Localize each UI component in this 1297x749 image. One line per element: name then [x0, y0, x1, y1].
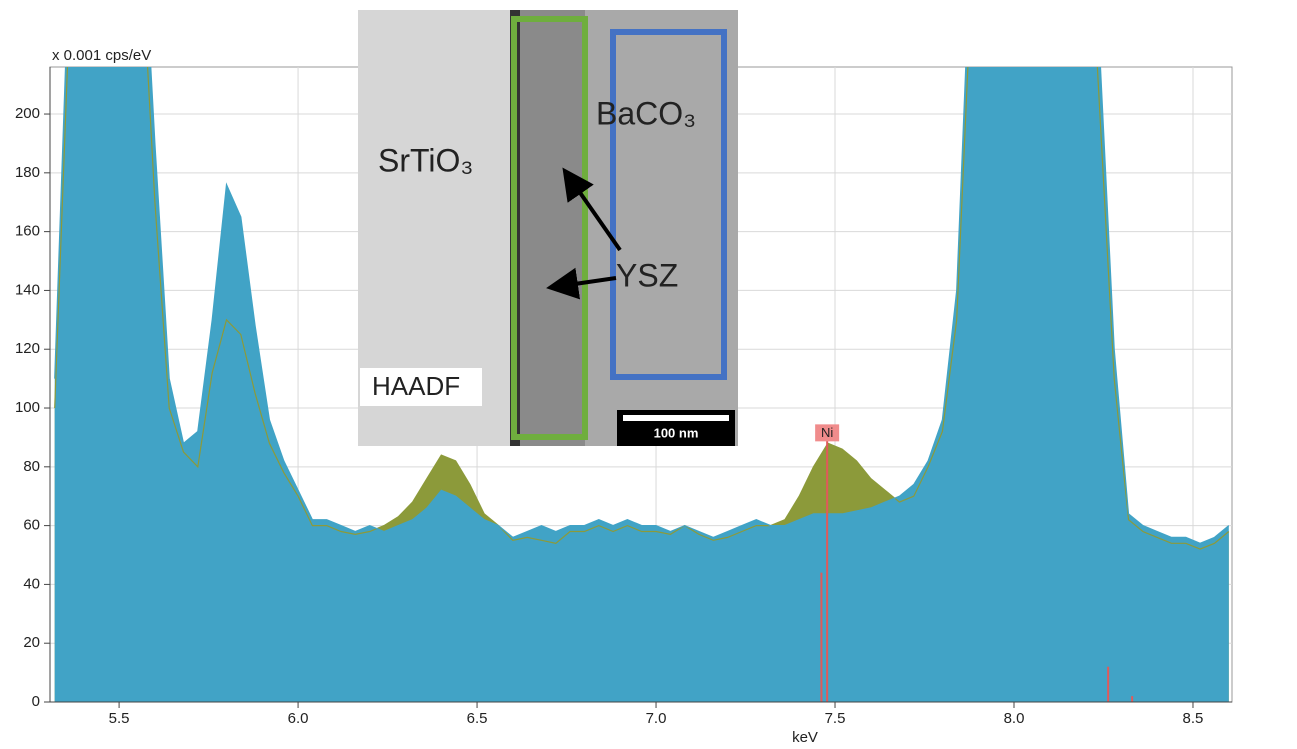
y-tick-label: 100: [15, 399, 40, 416]
inset-label: YSZ: [616, 257, 678, 293]
inset: SrTiO₃ BaCO₃ YSZ HAADF 100 nm: [358, 10, 738, 446]
x-tick-label: 6.0: [288, 710, 309, 727]
x-tick-label: 5.5: [109, 710, 130, 727]
inset-label: SrTiO₃: [378, 142, 473, 178]
marker-label-box: [815, 424, 840, 442]
y-tick-label: 0: [32, 693, 40, 710]
inset-label: HAADF: [372, 371, 460, 401]
y-tick-label: 120: [15, 340, 40, 357]
spectrum-line: [54, 67, 1230, 544]
y-tick-label: 40: [23, 575, 40, 592]
inset-region: [520, 10, 585, 446]
x-tick-label: 8.0: [1004, 710, 1025, 727]
scale-bar-label: 100 nm: [654, 425, 699, 440]
inset-box: [610, 29, 727, 380]
y-tick-label: 60: [23, 517, 40, 534]
arrow: [562, 167, 622, 252]
y-tick-label: 160: [15, 223, 40, 240]
inset-label-box: [360, 368, 482, 406]
x-axis-label: keV: [792, 729, 818, 746]
y-axis-label: x 0.001 cps/eV: [52, 47, 151, 64]
inset-box: [511, 16, 588, 440]
x-tick-label: 6.5: [467, 710, 488, 727]
arrow: [546, 267, 617, 300]
scale-bar: [623, 415, 729, 421]
x-tick-label: 7.0: [646, 710, 667, 727]
y-tick-label: 20: [23, 634, 40, 651]
y-tick-label: 180: [15, 164, 40, 181]
inset-label: BaCO₃: [596, 95, 696, 131]
y-tick-label: 140: [15, 281, 40, 298]
y-tick-label: 200: [15, 105, 40, 122]
marker-label: Ni: [821, 425, 833, 440]
x-tick-label: 7.5: [825, 710, 846, 727]
x-tick-label: 8.5: [1183, 710, 1204, 727]
area-fill: [54, 67, 1229, 702]
spectrum-line: [54, 67, 1230, 550]
y-tick-label: 80: [23, 458, 40, 475]
